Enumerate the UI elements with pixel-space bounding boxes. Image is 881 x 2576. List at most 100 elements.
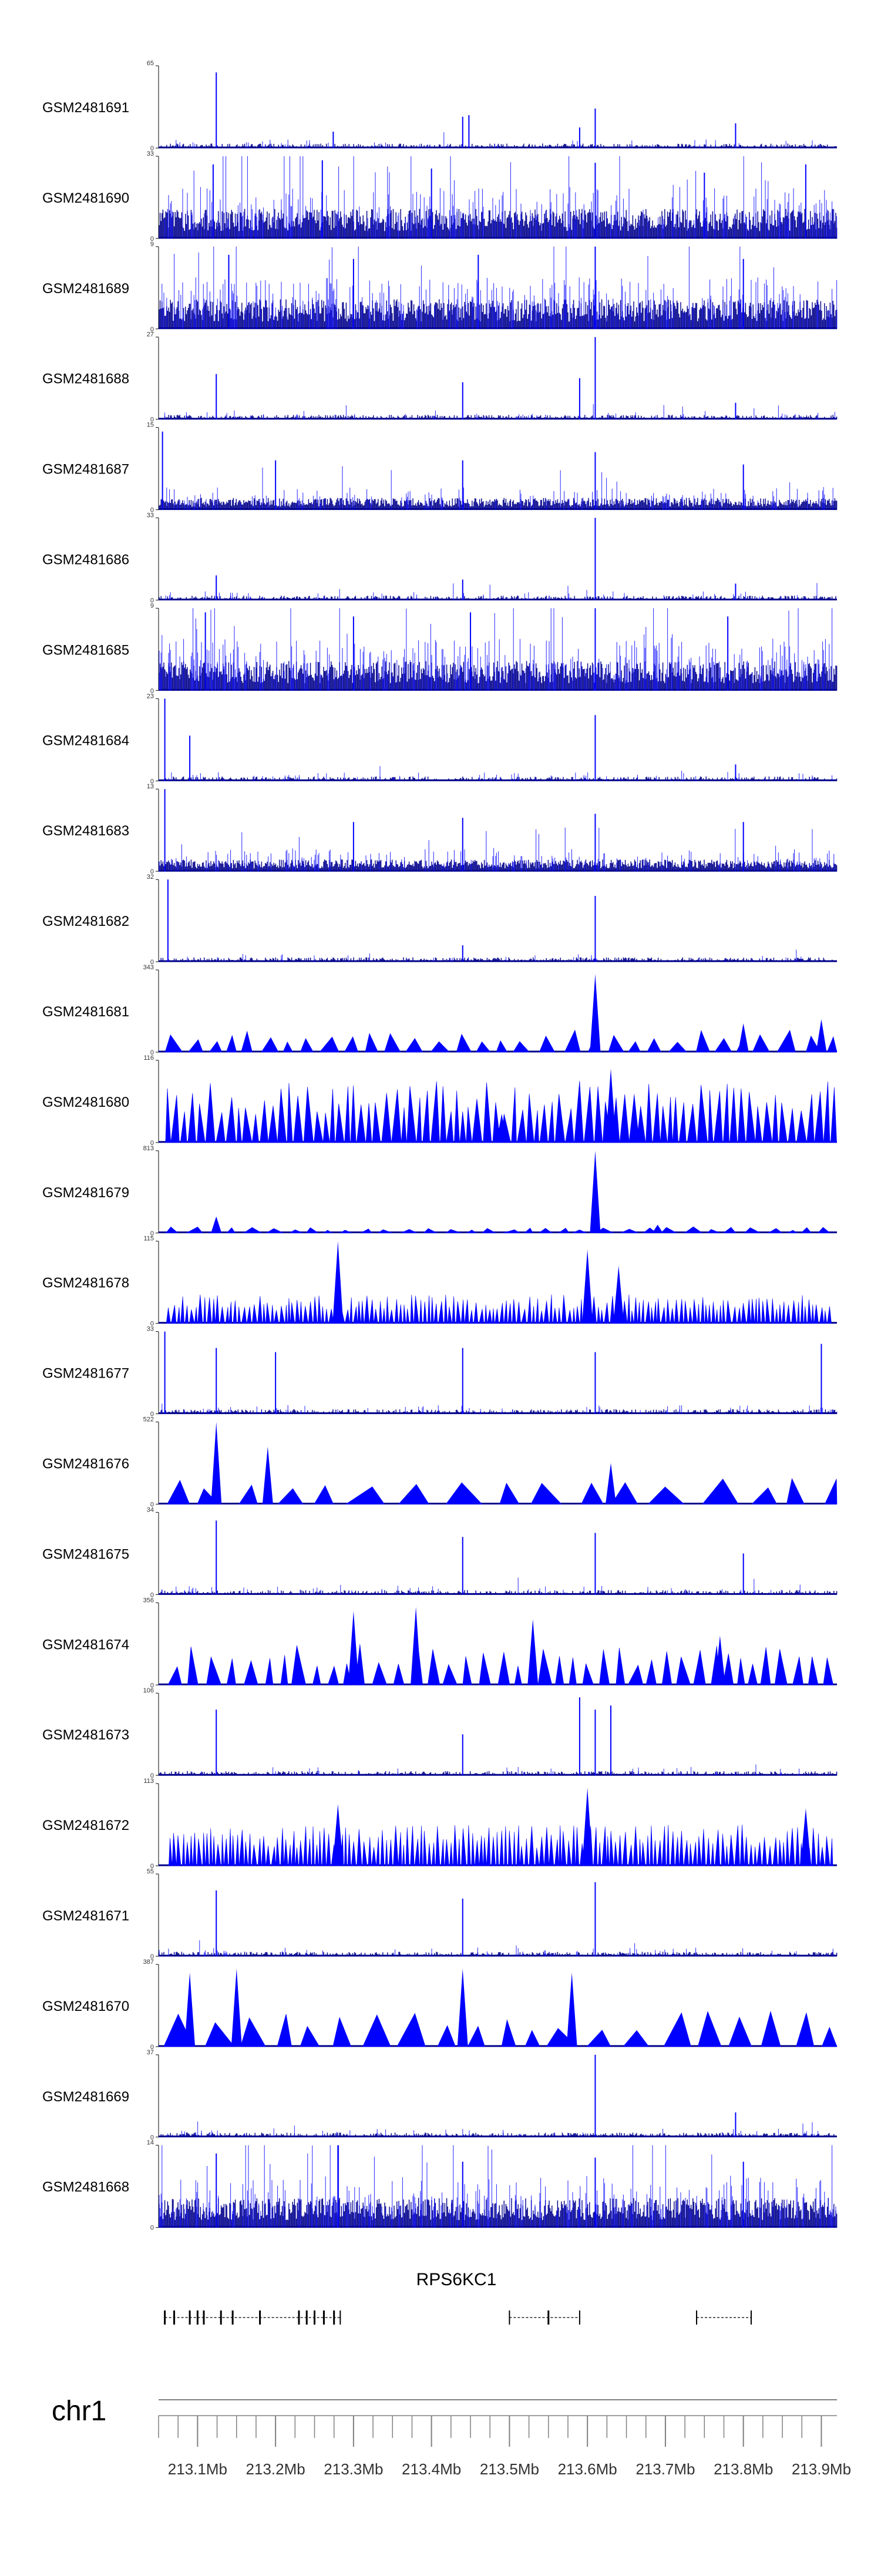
y-zero-label: 0 (150, 236, 154, 243)
y-max-label: 106 (143, 1687, 154, 1694)
y-zero-label: 0 (150, 959, 154, 966)
signal-peak (628, 1093, 640, 1143)
y-max-label: 55 (147, 1868, 154, 1875)
track-label: GSM2481676 (42, 1456, 129, 1472)
chromosome-label: chr1 (52, 2396, 106, 2427)
track-GSM2481679: GSM2481679 813 0 (42, 1145, 837, 1237)
track-label: GSM2481671 (42, 1908, 129, 1924)
signal-peak (231, 1968, 242, 2047)
exon (314, 2310, 316, 2325)
signal-peak (457, 1968, 468, 2047)
track-label: GSM2481681 (42, 1004, 129, 1020)
track-GSM2481691: GSM2481691 65 0 (42, 60, 837, 152)
track-GSM2481688: GSM2481688 27 0 (42, 331, 838, 424)
y-max-label: 14 (147, 2140, 154, 2147)
signal-bars (168, 766, 833, 781)
signal-bars (201, 1764, 800, 1776)
y-max-label: 113 (143, 1778, 154, 1785)
track-label: GSM2481668 (42, 2179, 129, 2195)
signal-area (166, 1294, 832, 1324)
track-label: GSM2481691 (42, 100, 129, 116)
y-zero-label: 0 (150, 1049, 154, 1056)
signal-bars (159, 2145, 836, 2228)
signal-bars-dense (159, 1771, 838, 1776)
signal-peak (348, 1611, 359, 1685)
y-max-label: 115 (143, 1235, 154, 1242)
y-zero-label: 0 (150, 1863, 154, 1870)
track-label: GSM2481685 (42, 642, 129, 658)
signal-bars (164, 404, 835, 419)
signal-peak (332, 1804, 344, 1866)
track-label: GSM2481690 (42, 190, 129, 206)
y-zero-label: 0 (150, 868, 154, 875)
axis-tick-label: 213.8Mb (714, 2460, 773, 2478)
signal-bars-dense (159, 498, 838, 510)
axis-tick-label: 213.6Mb (558, 2460, 617, 2478)
track-GSM2481677: GSM2481677 33 0 (42, 1326, 838, 1418)
y-max-label: 13 (147, 783, 154, 790)
y-max-label: 27 (147, 331, 154, 338)
y-max-label: 116 (143, 1054, 154, 1062)
track-GSM2481685: GSM2481685 9 0 (42, 602, 838, 694)
track-label: GSM2481678 (42, 1275, 129, 1291)
exon (164, 2310, 166, 2325)
axis-tick-label: 213.9Mb (792, 2460, 851, 2478)
signal-area (165, 1080, 837, 1143)
exon (189, 2310, 191, 2325)
gene-label: RPS6KC1 (416, 2270, 497, 2289)
y-max-label: 813 (143, 1145, 154, 1152)
track-label: GSM2481683 (42, 823, 129, 839)
signal-peak (590, 974, 601, 1052)
signal-area (167, 1644, 834, 1685)
axis-tick-label: 213.4Mb (402, 2460, 461, 2478)
signal-bars (165, 583, 818, 600)
gene-track (164, 2310, 752, 2325)
y-zero-label: 0 (150, 2134, 154, 2141)
track-GSM2481690: GSM2481690 33 0 (42, 150, 838, 243)
axis-tick-label: 213.3Mb (324, 2460, 383, 2478)
signal-peak (566, 1972, 577, 2047)
signal-area (169, 1825, 833, 1866)
signal-peak (652, 1224, 663, 1233)
exon (298, 2310, 300, 2325)
y-zero-label: 0 (150, 1772, 154, 1779)
y-zero-label: 0 (150, 1140, 154, 1147)
signal-area (164, 1029, 838, 1053)
signal-peak (184, 1972, 196, 2047)
signal-bars (176, 132, 821, 148)
y-max-label: 65 (147, 60, 154, 67)
genome-axis: 213.1Mb 213.2Mb 213.3Mb 213.4Mb 213.5Mb 213.6… (158, 2399, 851, 2478)
exon (305, 2310, 308, 2325)
y-zero-label: 0 (150, 417, 154, 424)
signal-bars-dense (159, 2132, 835, 2137)
signal-bars (167, 2121, 819, 2137)
track-GSM2481674: GSM2481674 356 0 (42, 1597, 837, 1689)
exon (259, 2310, 261, 2325)
track-label: GSM2481680 (42, 1094, 129, 1110)
track-GSM2481676: GSM2481676 522 0 (42, 1416, 838, 1509)
y-zero-label: 0 (150, 2044, 154, 2051)
exon (173, 2310, 176, 2325)
signal-area (167, 1477, 838, 1504)
y-zero-label: 0 (150, 1230, 154, 1237)
track-GSM2481675: GSM2481675 34 0 (42, 1506, 838, 1598)
signal-peak (606, 1068, 616, 1143)
exon (333, 2310, 335, 2325)
y-zero-label: 0 (150, 1682, 154, 1689)
exon (547, 2310, 550, 2325)
track-label: GSM2481684 (42, 733, 129, 748)
signal-bars (166, 466, 833, 510)
signal-area (163, 2010, 838, 2047)
track-label: GSM2481674 (42, 1637, 129, 1653)
y-max-label: 356 (143, 1597, 154, 1604)
track-GSM2481671: GSM2481671 55 0 (42, 1868, 838, 1960)
axis-tick-label: 213.1Mb (168, 2460, 227, 2478)
track-GSM2481681: GSM2481681 343 0 (42, 964, 838, 1056)
axis-tick-label: 213.7Mb (635, 2460, 695, 2478)
exon (322, 2310, 325, 2325)
y-max-label: 33 (147, 150, 154, 157)
y-max-label: 34 (147, 1506, 154, 1513)
y-max-label: 15 (147, 422, 154, 429)
signal-bars (159, 1940, 833, 1956)
signal-peak (211, 1422, 222, 1504)
